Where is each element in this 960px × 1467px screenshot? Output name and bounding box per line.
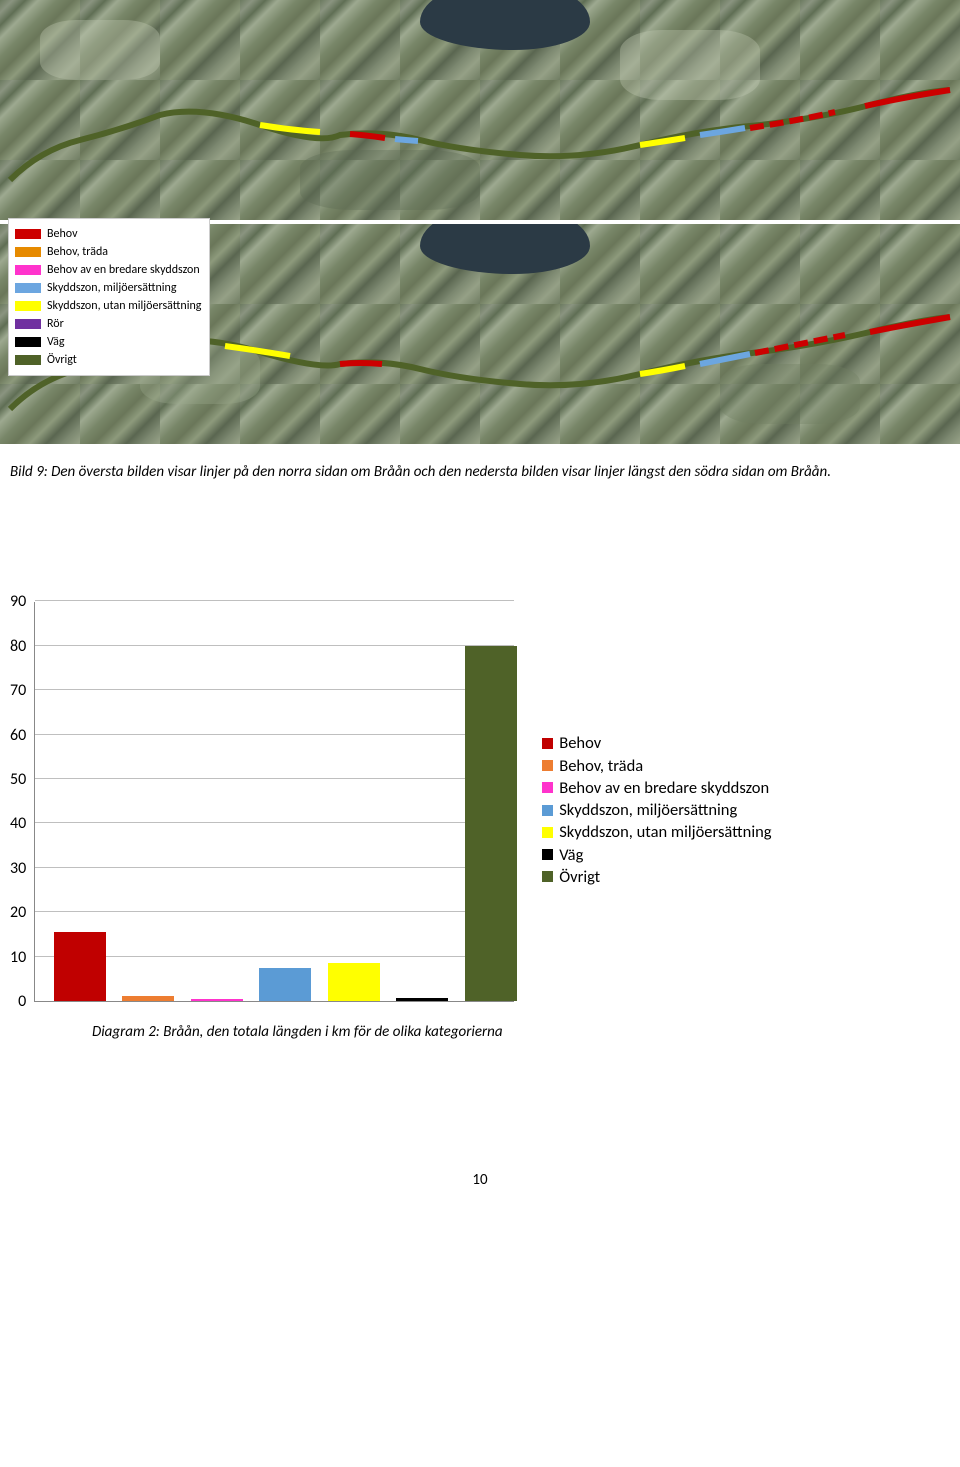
chart-legend-item: Väg — [542, 844, 771, 866]
page-number: 10 — [0, 1171, 960, 1189]
chart-legend: BehovBehov, trädaBehov av en bredare sky… — [542, 732, 771, 888]
y-tick: 30 — [10, 862, 26, 876]
bar — [328, 963, 380, 1001]
legend-label: Behov — [47, 225, 78, 243]
y-tick: 0 — [18, 995, 26, 1009]
chart-legend-item: Behov av en bredare skyddszon — [542, 777, 771, 799]
y-tick: 40 — [10, 817, 26, 831]
legend-swatch — [542, 782, 553, 793]
y-tick: 50 — [10, 773, 26, 787]
bar — [396, 998, 448, 1002]
chart-legend-item: Skyddszon, miljöersättning — [542, 799, 771, 821]
map-legend-item: Behov av en bredare skyddszon — [15, 261, 201, 279]
plot-area — [34, 602, 514, 1002]
chart-legend-item: Behov — [542, 732, 771, 754]
legend-label: Skyddszon, miljöersättning — [559, 799, 737, 821]
satellite-top — [0, 0, 960, 220]
grid-line — [35, 600, 514, 601]
legend-swatch — [542, 871, 553, 882]
legend-swatch — [542, 760, 553, 771]
legend-swatch — [15, 337, 41, 347]
map-legend-item: Väg — [15, 333, 201, 351]
grid-line — [35, 645, 514, 646]
legend-swatch — [15, 355, 41, 365]
bar-chart: 0102030405060708090 BehovBehov, trädaBeh… — [0, 602, 960, 1009]
map-legend-item: Övrigt — [15, 351, 201, 369]
y-tick: 20 — [10, 906, 26, 920]
chart-legend-item: Övrigt — [542, 866, 771, 888]
legend-swatch — [15, 247, 41, 257]
y-tick: 70 — [10, 684, 26, 698]
legend-label: Behov, träda — [47, 243, 108, 261]
legend-label: Skyddszon, miljöersättning — [47, 279, 176, 297]
map-legend: Behov Behov, träda Behov av en bredare s… — [8, 218, 210, 376]
legend-swatch — [15, 229, 41, 239]
grid-line — [35, 778, 514, 779]
grid-line — [35, 689, 514, 690]
grid-line — [35, 911, 514, 912]
satellite-image-north — [0, 0, 960, 220]
legend-label: Skyddszon, utan miljöersättning — [47, 297, 201, 315]
chart-legend-item: Behov, träda — [542, 755, 771, 777]
legend-swatch — [542, 805, 553, 816]
legend-swatch — [542, 827, 553, 838]
y-tick: 80 — [10, 640, 26, 654]
legend-label: Väg — [47, 333, 65, 351]
chart-caption: Diagram 2: Bråån, den totala längden i k… — [92, 1023, 960, 1041]
y-axis: 0 10 20 30 40 50 60 70 80 90 — [10, 595, 34, 1009]
legend-swatch — [15, 265, 41, 275]
satellite-bottom: Behov Behov, träda Behov av en bredare s… — [0, 224, 960, 444]
bar — [191, 999, 243, 1001]
bar — [259, 968, 311, 1001]
map-legend-item: Skyddszon, utan miljöersättning — [15, 297, 201, 315]
y-tick: 10 — [10, 951, 26, 965]
legend-label: Behov av en bredare skyddszon — [559, 777, 769, 799]
grid-line — [35, 956, 514, 957]
grid-line — [35, 822, 514, 823]
bar — [54, 932, 106, 1001]
legend-label: Skyddszon, utan miljöersättning — [559, 821, 771, 843]
grid-line — [35, 867, 514, 868]
map-legend-item: Behov, träda — [15, 243, 201, 261]
legend-swatch — [542, 849, 553, 860]
river-line-north — [0, 0, 960, 220]
legend-label: Rör — [47, 315, 64, 333]
chart-legend-item: Skyddszon, utan miljöersättning — [542, 821, 771, 843]
map-legend-item: Rör — [15, 315, 201, 333]
legend-label: Behov av en bredare skyddszon — [47, 261, 200, 279]
legend-label: Övrigt — [559, 866, 600, 888]
map-legend-item: Behov — [15, 225, 201, 243]
legend-label: Behov — [559, 732, 601, 754]
legend-label: Övrigt — [47, 351, 77, 369]
legend-swatch — [15, 319, 41, 329]
y-tick: 60 — [10, 729, 26, 743]
legend-label: Behov, träda — [559, 755, 643, 777]
legend-swatch — [542, 738, 553, 749]
legend-swatch — [15, 301, 41, 311]
bar — [122, 996, 174, 1001]
legend-label: Väg — [559, 844, 583, 866]
y-tick: 90 — [10, 595, 26, 609]
map-legend-item: Skyddszon, miljöersättning — [15, 279, 201, 297]
bar — [465, 646, 517, 1002]
grid-line — [35, 734, 514, 735]
figure-caption: Bild 9: Den översta bilden visar linjer … — [10, 462, 950, 482]
legend-swatch — [15, 283, 41, 293]
